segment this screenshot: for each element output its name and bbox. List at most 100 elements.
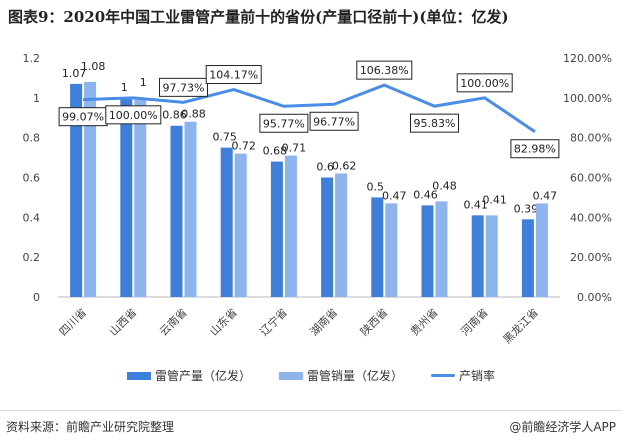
legend-label: 雷管产量（亿发） [154,369,251,383]
data-label: 0.41 [482,193,507,206]
data-label: 0.5 [367,180,385,193]
rate-label: 96.77% [313,115,355,128]
x-tick-label: 黑龙江省 [501,306,541,346]
data-label: 0.47 [533,189,558,202]
x-tick-label: 贵州省 [408,306,441,339]
rate-label: 106.38% [360,64,409,77]
y-left-tick: 0.2 [23,251,41,264]
bar-sales [134,97,147,297]
legend-label: 雷管销量（亿发） [306,369,403,383]
bar-sales [385,203,398,297]
data-label: 0.71 [282,142,307,155]
x-tick-label: 云南省 [157,306,190,339]
legend-swatch [278,371,303,380]
rate-label-box [456,73,513,93]
line-rate [83,83,536,133]
legend-label: 产销率 [459,369,496,383]
bar-production [321,177,334,297]
y-right-tick: 60.00% [570,172,612,185]
legend-item-sales: 雷管销量（亿发） [278,367,403,384]
data-label: 1 [140,76,147,89]
bar-production [421,205,434,297]
x-tick-label: 山东省 [207,306,240,339]
y-left-tick: 0.4 [23,211,41,224]
y-left-tick: 1 [33,92,40,105]
y-left-tick: 1.2 [23,52,41,65]
rate-label-box [159,77,208,97]
y-right-tick: 20.00% [570,251,612,264]
rate-label: 97.73% [163,81,205,94]
bar-sales [184,121,197,297]
bar-production [120,97,133,297]
data-label: 0.72 [231,140,256,153]
data-label: 0.47 [382,189,407,202]
x-tick-label: 湖南省 [308,306,341,339]
legend: 雷管产量（亿发） 雷管销量（亿发） 产销率 [0,367,622,384]
rate-label-box [510,139,560,159]
bar-sales [335,173,348,297]
y-right-tick: 120.00% [563,52,612,65]
chart-title: 图表9：2020年中国工业雷管产量前十的省份(产量口径前十)(单位：亿发) [8,8,509,26]
data-label: 0.48 [432,179,457,192]
legend-item-production: 雷管产量（亿发） [126,367,251,384]
data-label: 1 [121,81,128,94]
x-tick-label: 辽宁省 [257,305,290,338]
bar-sales [234,153,247,297]
y-right-tick: 40.00% [570,211,612,224]
data-label: 0.41 [463,198,488,211]
y-right-tick: 0.00% [577,291,612,304]
bar-production [220,147,233,297]
rate-label: 82.98% [514,143,556,156]
rate-label: 100.00% [460,77,509,90]
bar-sales [435,201,448,297]
divider [0,410,622,411]
data-label: 0.68 [263,145,288,158]
bar-sales [284,155,297,297]
legend-swatch [126,371,151,380]
bar-production [521,219,534,297]
data-label: 0.86 [162,109,187,122]
brand-note: @前瞻经济学人APP [509,420,616,434]
rate-label-box [259,113,309,133]
source-note: 资料来源：前瞻产业研究院整理 [6,420,175,434]
data-label: 1.07 [62,67,87,80]
legend-swatch [431,374,455,377]
rate-label-box [410,113,459,133]
data-label: 0.62 [332,160,357,173]
y-right-tick: 80.00% [570,132,612,145]
data-label: 0.88 [181,108,206,121]
y-right-tick: 100.00% [563,92,612,105]
x-tick-label: 山西省 [107,306,140,339]
x-tick-label: 四川省 [57,306,90,339]
rate-label-box [309,111,359,131]
bar-production [270,161,283,297]
bar-sales [84,81,97,298]
rate-label: 95.83% [414,117,456,130]
data-label: 1.08 [81,60,106,73]
bar-production [371,197,384,297]
rate-label-box [205,65,262,85]
legend-item-rate: 产销率 [431,367,495,384]
bar-sales [485,215,498,297]
rate-label: 104.17% [209,69,258,82]
y-left-tick: 0.6 [23,172,41,185]
rate-label-box [105,105,162,125]
y-left-tick: 0.8 [23,132,41,145]
bar-production [471,215,484,297]
data-label: 0.46 [413,188,438,201]
data-label: 0.6 [316,161,334,174]
x-tick-label: 河南省 [458,306,491,339]
rate-label: 95.77% [263,117,305,130]
bar-sales [535,203,548,297]
data-label: 0.39 [514,202,539,215]
rate-label: 100.00% [109,109,158,122]
x-tick-label: 陕西省 [357,305,390,338]
data-label: 0.75 [212,131,237,144]
rate-label-box [356,60,413,80]
bar-production [170,125,183,297]
y-left-tick: 0 [33,291,40,304]
rate-label: 99.07% [62,111,104,124]
bar-production [70,83,83,298]
